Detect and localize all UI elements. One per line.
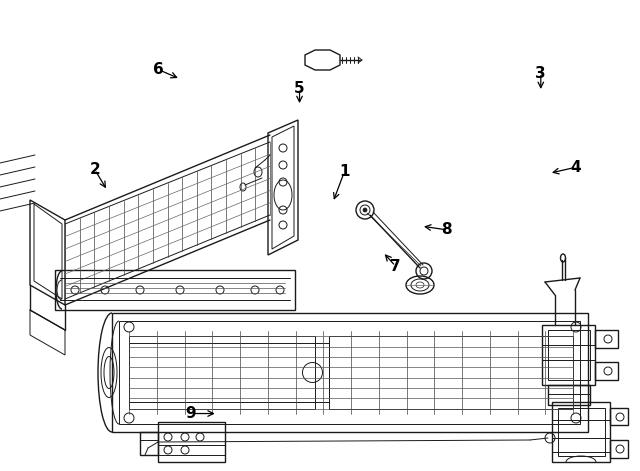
Text: 8: 8 <box>442 222 452 237</box>
Text: 4: 4 <box>571 160 581 175</box>
Text: 3: 3 <box>536 65 546 81</box>
Text: 6: 6 <box>154 62 164 77</box>
Text: 2: 2 <box>90 162 100 177</box>
Text: 9: 9 <box>186 406 196 421</box>
Text: 5: 5 <box>294 81 305 96</box>
Circle shape <box>363 208 367 212</box>
Text: 1: 1 <box>339 164 349 179</box>
Text: 7: 7 <box>390 259 401 274</box>
